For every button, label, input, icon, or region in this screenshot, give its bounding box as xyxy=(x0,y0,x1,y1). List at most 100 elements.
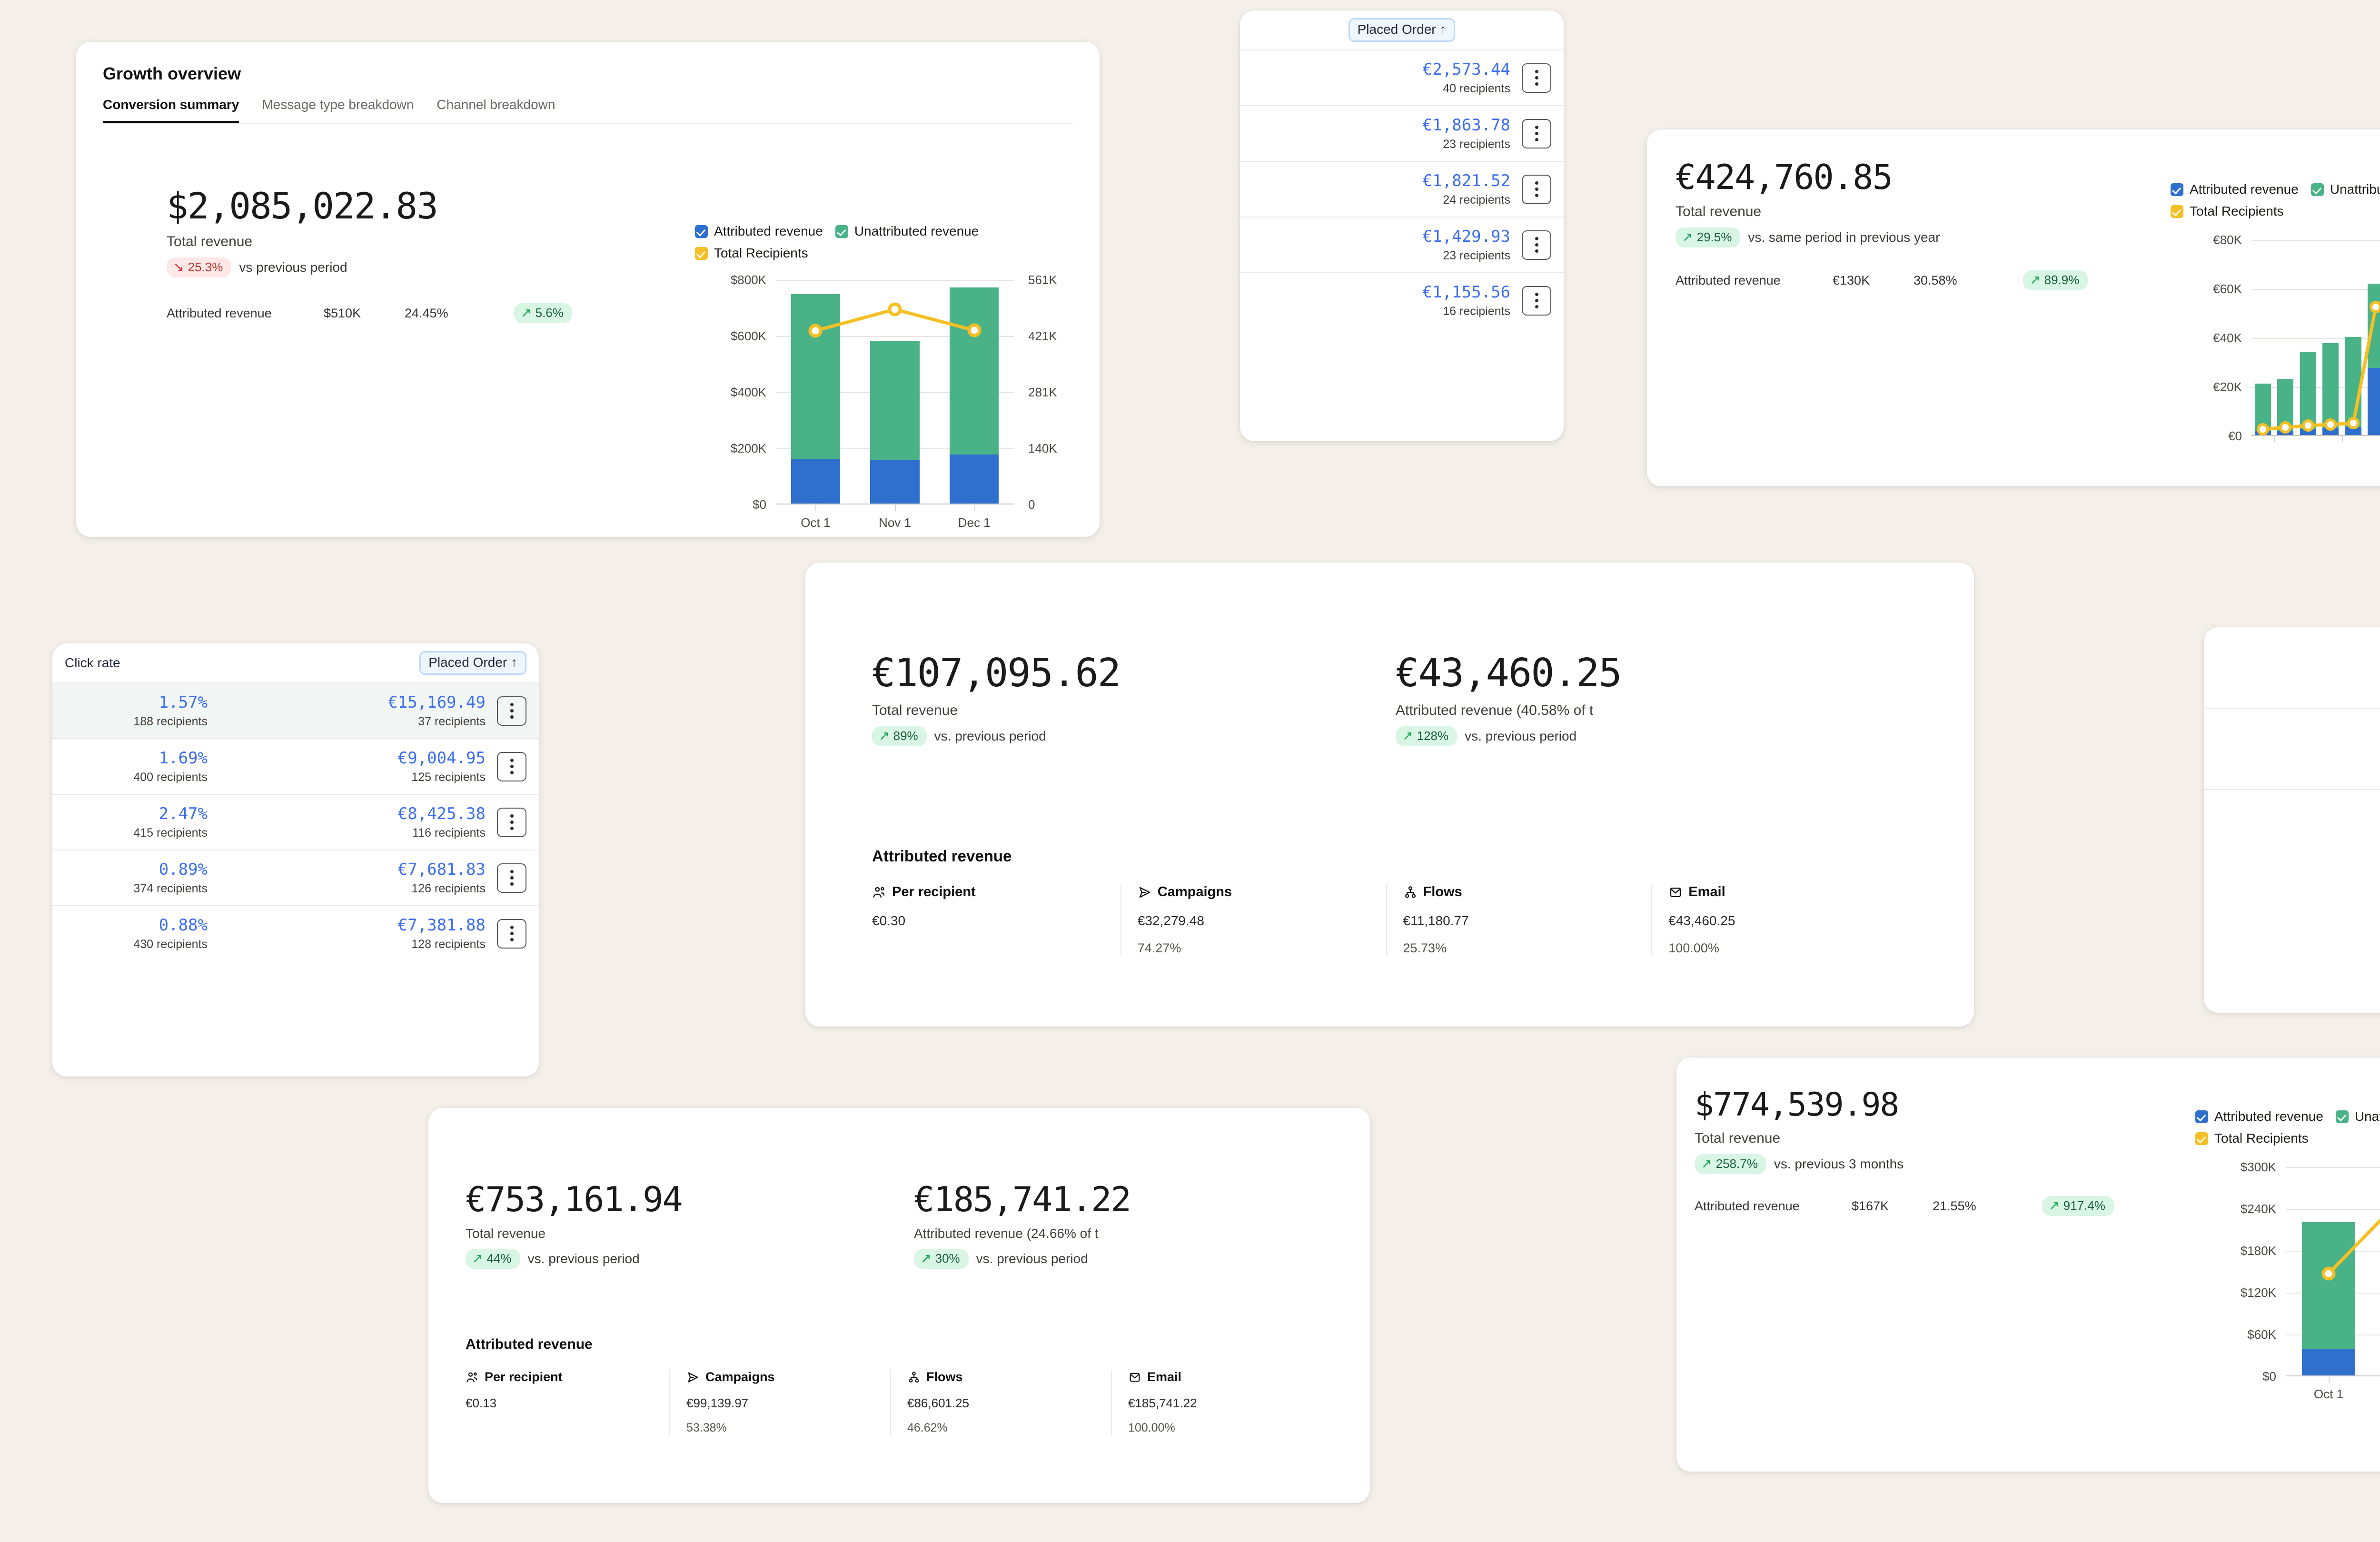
legend-item-attributed[interactable]: Attributed revenue xyxy=(2195,1109,2323,1124)
checkbox-attributed-icon[interactable] xyxy=(2195,1110,2208,1123)
y-tick-left: $200K xyxy=(730,441,766,455)
checkbox-unattributed-icon[interactable] xyxy=(2335,1110,2349,1123)
total-revenue-delta: ↗ 29.5% vs. same period in previous year xyxy=(1676,227,2088,247)
row-actions-menu-icon[interactable] xyxy=(497,863,526,893)
click-rate-value[interactable]: 0.89% xyxy=(159,860,208,879)
bar-group[interactable] xyxy=(934,280,1014,504)
placed-order-amount[interactable]: €1,155.56 xyxy=(1422,283,1510,302)
placed-order-amount[interactable]: €7,381.88 xyxy=(397,916,486,935)
click-rate-value[interactable]: 1.57% xyxy=(159,693,208,712)
legend-label: Total Recipients xyxy=(714,246,808,260)
y-tick-left: €40K xyxy=(2213,331,2242,345)
legend-item-unattributed[interactable]: Unattributed revenue xyxy=(835,224,979,239)
per-recipient-icon xyxy=(466,1371,479,1384)
growth-total-block: $2,085,022.83 Total revenue ↘ 25.3% vs p… xyxy=(167,185,572,323)
row-actions-menu-icon[interactable] xyxy=(497,696,526,726)
tab-message-type-breakdown[interactable]: Message type breakdown xyxy=(262,97,414,112)
row-actions-menu-icon[interactable] xyxy=(1522,286,1551,316)
breakdown-pct: 100.00% xyxy=(1128,1421,1175,1434)
list-item[interactable]: €2,013.58 28 recipients xyxy=(2204,708,2380,789)
list-item[interactable]: €1,429.93 23 recipients xyxy=(1240,217,1564,272)
bar-group[interactable] xyxy=(2286,1167,2371,1375)
table-row[interactable]: 2.47% 415 recipients €8,425.38 116 recip… xyxy=(52,794,539,850)
table-row[interactable]: 0.88% 430 recipients €7,381.88 128 recip… xyxy=(52,905,539,961)
placed-order-amount[interactable]: €1,821.52 xyxy=(1422,171,1510,190)
placed-order-amount[interactable]: €7,681.83 xyxy=(397,860,486,879)
legend-item-recipients[interactable]: Total Recipients xyxy=(695,246,1085,261)
bar-group[interactable] xyxy=(2342,240,2365,435)
bottom-right-chart: $300K $240K $180K $120K $60K $0 244K 196… xyxy=(2195,1160,2380,1401)
bar-unattributed xyxy=(791,294,840,459)
placed-order-amount[interactable]: €2,573.44 xyxy=(1422,60,1510,79)
trend-up-icon: ↗ xyxy=(1701,1156,1712,1171)
bar-group[interactable] xyxy=(2320,240,2342,435)
delta-value: 30% xyxy=(935,1251,960,1265)
legend-item-recipients[interactable]: Total Recipients xyxy=(2171,204,2380,219)
click-rate-value[interactable]: 2.47% xyxy=(159,804,208,823)
checkbox-recipients-icon[interactable] xyxy=(2195,1132,2208,1145)
list-item[interactable]: €1,863.78 23 recipients xyxy=(1240,105,1564,161)
placed-order-amount[interactable]: €1,863.78 xyxy=(1422,116,1510,135)
row-actions-menu-icon[interactable] xyxy=(1522,230,1551,260)
attributed-revenue-name: Attributed revenue xyxy=(1695,1198,1800,1213)
table-row[interactable]: 1.57% 188 recipients €15,169.49 37 recip… xyxy=(52,682,539,738)
checkbox-unattributed-icon[interactable] xyxy=(2311,183,2324,196)
y-tick-left: $300K xyxy=(2240,1160,2276,1174)
bar-group[interactable] xyxy=(776,280,855,504)
checkbox-unattributed-icon[interactable] xyxy=(835,225,848,238)
checkbox-attributed-icon[interactable] xyxy=(2171,183,2183,196)
trend-up-icon: ↗ xyxy=(521,306,532,320)
table-row[interactable]: 1.69% 400 recipients €9,004.95 125 recip… xyxy=(52,738,539,794)
trend-up-icon: ↗ xyxy=(921,1251,932,1265)
legend-item-attributed[interactable]: Attributed revenue xyxy=(2171,182,2299,197)
placed-order-amount[interactable]: €8,425.38 xyxy=(397,804,486,823)
checkbox-recipients-icon[interactable] xyxy=(2171,205,2183,218)
growth-overview-header: Growth overview Conversion summary Messa… xyxy=(76,42,1100,124)
placed-order-amount[interactable]: €9,004.95 xyxy=(397,749,486,768)
placed-order-cell: €15,169.49 37 recipients xyxy=(219,693,486,729)
column-header-click-rate[interactable]: Click rate xyxy=(65,655,120,670)
status-badge-up: ↗ 30% xyxy=(914,1249,969,1269)
total-revenue-value: $2,085,022.83 xyxy=(167,185,438,227)
row-actions-menu-icon[interactable] xyxy=(1522,63,1551,93)
list-item[interactable]: €2,573.44 40 recipients xyxy=(1240,49,1564,105)
tabs-divider xyxy=(103,123,1073,124)
bar-group[interactable] xyxy=(2297,240,2320,435)
bar-group[interactable] xyxy=(2365,240,2380,435)
bar-group[interactable] xyxy=(855,280,935,504)
list-item[interactable]: €2,496.65 39 recipients xyxy=(2204,789,2380,870)
placed-order-amount[interactable]: €1,429.93 xyxy=(1422,227,1510,246)
legend-item-attributed[interactable]: Attributed revenue xyxy=(695,224,823,239)
attributed-revenue-delta: 917.4% xyxy=(2063,1198,2105,1213)
click-rate-cell: 1.57% 188 recipients xyxy=(65,693,208,729)
legend-item-recipients[interactable]: Total Recipients xyxy=(2195,1131,2380,1146)
sort-placed-order-button[interactable]: Placed Order ↑ xyxy=(1348,18,1456,42)
list-item-values: €1,821.52 24 recipients xyxy=(1423,171,1510,207)
legend-label: Attributed revenue xyxy=(2214,1109,2323,1124)
row-actions-menu-icon[interactable] xyxy=(1522,119,1551,148)
click-rate-value[interactable]: 0.88% xyxy=(159,916,208,935)
legend-item-unattributed[interactable]: Unattributed revenue xyxy=(2311,182,2380,197)
click-rate-value[interactable]: 1.69% xyxy=(159,749,208,768)
delta-note: vs. previous period xyxy=(1465,729,1577,743)
placed-order-amount[interactable]: €15,169.49 xyxy=(388,693,486,712)
row-actions-menu-icon[interactable] xyxy=(497,751,526,781)
sort-placed-order-button[interactable]: Placed Order ↑ xyxy=(419,651,526,675)
row-actions-menu-icon[interactable] xyxy=(497,919,526,949)
list-item[interactable]: €1,155.56 16 recipients xyxy=(1240,272,1564,328)
list-item[interactable]: €1,821.52 24 recipients xyxy=(1240,161,1564,217)
list-item[interactable]: €1,618.35 25 recipients xyxy=(2204,627,2380,708)
y-tick-left: $400K xyxy=(730,385,766,399)
checkbox-recipients-icon[interactable] xyxy=(695,247,708,260)
table-row[interactable]: 0.89% 374 recipients €7,681.83 126 recip… xyxy=(52,850,539,905)
placed-order-list-card: Placed Order ↑ €2,573.44 40 recipients €… xyxy=(1240,10,1564,441)
attributed-revenue-delta: 89.9% xyxy=(2044,273,2080,287)
tab-conversion-summary[interactable]: Conversion summary xyxy=(103,97,239,124)
row-actions-menu-icon[interactable] xyxy=(497,807,526,837)
breakdown-label: Campaigns xyxy=(705,1370,775,1384)
legend-item-unattributed[interactable]: Unattributed revenue xyxy=(2335,1109,2380,1124)
bottom-left-total-block: €753,161.94 Total revenue ↗ 44% vs. prev… xyxy=(466,1179,894,1269)
tab-channel-breakdown[interactable]: Channel breakdown xyxy=(436,97,555,112)
row-actions-menu-icon[interactable] xyxy=(1522,174,1551,204)
checkbox-attributed-icon[interactable] xyxy=(695,225,708,238)
